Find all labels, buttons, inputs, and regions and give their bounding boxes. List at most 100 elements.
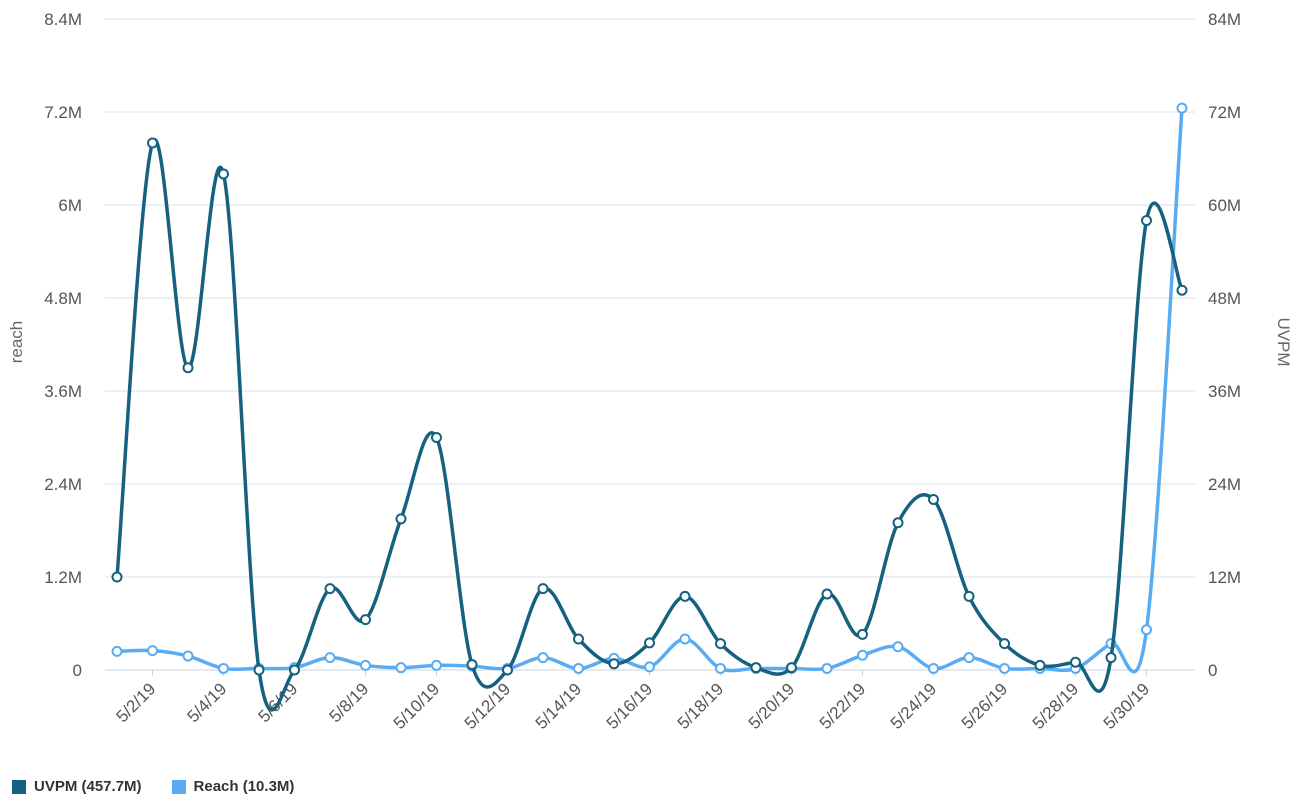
legend-item-reach[interactable]: Reach (10.3M) — [171, 778, 295, 795]
data-point-uvpm[interactable] — [431, 432, 442, 443]
data-point-uvpm[interactable] — [928, 494, 939, 505]
data-point-reach[interactable] — [1141, 624, 1152, 636]
data-point-uvpm[interactable] — [1034, 659, 1046, 671]
right-tick-label: 24M — [1208, 475, 1241, 494]
data-point-reach[interactable] — [963, 652, 975, 664]
data-point-uvpm[interactable] — [857, 628, 868, 640]
data-point-uvpm[interactable] — [1105, 652, 1117, 664]
data-point-reach[interactable] — [857, 649, 868, 661]
data-point-uvpm[interactable] — [466, 659, 478, 671]
data-point-uvpm[interactable] — [324, 583, 336, 595]
data-point-uvpm[interactable] — [1070, 656, 1081, 668]
right-tick-label: 0 — [1208, 661, 1217, 680]
x-tick-label: 5/8/19 — [325, 679, 372, 726]
data-point-uvpm[interactable] — [644, 637, 655, 649]
x-tick-label: 5/10/19 — [390, 679, 444, 733]
data-point-uvpm[interactable] — [395, 513, 407, 525]
data-point-uvpm[interactable] — [360, 614, 371, 626]
legend-swatch-reach — [171, 779, 186, 794]
left-axis-title: reach — [7, 321, 26, 364]
left-tick-label: 0 — [73, 661, 82, 680]
legend-label-uvpm: UVPM (457.7M) — [34, 778, 142, 795]
data-point-reach[interactable] — [999, 662, 1010, 674]
left-axis-ticks: 0 1.2M 2.4M 3.6M 4.8M 6M 7.2M 8.4M — [44, 10, 82, 680]
data-point-uvpm[interactable] — [182, 362, 194, 374]
data-point-reach[interactable] — [1176, 102, 1188, 114]
data-point-reach[interactable] — [182, 650, 194, 662]
data-point-uvpm[interactable] — [537, 583, 549, 595]
series-reach — [111, 102, 1188, 674]
data-point-uvpm[interactable] — [1141, 215, 1152, 226]
grid-lines — [105, 18, 1195, 671]
data-point-uvpm[interactable] — [715, 638, 726, 650]
data-point-uvpm[interactable] — [218, 168, 229, 180]
data-point-uvpm[interactable] — [289, 664, 300, 676]
left-tick-label: 4.8M — [44, 289, 82, 308]
data-point-uvpm[interactable] — [608, 658, 620, 670]
data-point-uvpm[interactable] — [750, 662, 762, 674]
x-tick-label: 5/20/19 — [745, 679, 799, 733]
legend-item-uvpm[interactable]: UVPM (457.7M) — [12, 778, 142, 795]
data-point-reach[interactable] — [715, 662, 726, 674]
right-tick-label: 72M — [1208, 103, 1241, 122]
data-point-reach[interactable] — [892, 641, 904, 653]
data-point-reach[interactable] — [431, 659, 442, 671]
data-point-reach[interactable] — [395, 662, 407, 674]
right-tick-label: 84M — [1208, 10, 1241, 29]
data-point-uvpm[interactable] — [253, 664, 265, 676]
data-point-reach[interactable] — [360, 659, 371, 671]
right-tick-label: 36M — [1208, 382, 1241, 401]
x-tick-label: 5/30/19 — [1100, 679, 1154, 733]
series-line-uvpm — [115, 138, 1184, 712]
legend: UVPM (457.7M) Reach (10.3M) — [12, 778, 294, 795]
x-tick-label: 5/18/19 — [674, 679, 728, 733]
right-tick-label: 12M — [1208, 568, 1241, 587]
right-axis-title: UVPM — [1274, 317, 1293, 366]
left-tick-label: 1.2M — [44, 568, 82, 587]
left-tick-label: 8.4M — [44, 10, 82, 29]
data-point-uvpm[interactable] — [821, 588, 833, 600]
series-layer — [111, 102, 1188, 712]
data-point-reach[interactable] — [928, 662, 939, 674]
data-point-reach[interactable] — [644, 661, 655, 673]
left-tick-label: 2.4M — [44, 475, 82, 494]
x-tick-label: 5/2/19 — [112, 679, 159, 726]
data-point-uvpm[interactable] — [963, 590, 975, 602]
data-point-reach[interactable] — [147, 645, 158, 657]
data-point-reach[interactable] — [324, 652, 336, 664]
data-point-uvpm[interactable] — [111, 571, 123, 583]
data-point-uvpm[interactable] — [573, 633, 584, 645]
right-axis-ticks: 0 12M 24M 36M 48M 60M 72M 84M — [1208, 10, 1241, 680]
legend-label-reach: Reach (10.3M) — [193, 778, 295, 795]
x-axis-ticks: 5/2/19 5/4/19 5/6/19 5/8/19 5/10/19 5/12/19 5/… — [112, 670, 1153, 733]
data-point-uvpm[interactable] — [1176, 284, 1188, 296]
data-point-reach[interactable] — [218, 662, 229, 674]
data-point-reach[interactable] — [821, 662, 833, 674]
series-line-reach — [116, 108, 1184, 674]
data-point-uvpm[interactable] — [892, 517, 904, 529]
left-tick-label: 7.2M — [44, 103, 82, 122]
x-tick-label: 5/16/19 — [603, 679, 657, 733]
x-tick-label: 5/28/19 — [1029, 679, 1083, 733]
data-point-reach[interactable] — [679, 633, 691, 645]
data-point-uvpm[interactable] — [502, 664, 513, 676]
data-point-reach[interactable] — [537, 652, 549, 664]
left-tick-label: 6M — [58, 196, 82, 215]
right-tick-label: 48M — [1208, 289, 1241, 308]
data-point-uvpm[interactable] — [999, 638, 1010, 650]
legend-swatch-uvpm — [12, 779, 26, 794]
data-point-uvpm[interactable] — [786, 662, 797, 674]
x-tick-label: 5/22/19 — [816, 679, 870, 733]
data-point-reach[interactable] — [111, 645, 123, 657]
x-tick-label: 5/14/19 — [532, 679, 586, 733]
data-point-uvpm[interactable] — [679, 590, 691, 602]
series-uvpm — [111, 137, 1188, 712]
left-tick-label: 3.6M — [44, 382, 82, 401]
right-tick-label: 60M — [1208, 196, 1241, 215]
x-tick-label: 5/4/19 — [183, 679, 230, 726]
data-point-uvpm[interactable] — [147, 137, 158, 149]
x-tick-label: 5/26/19 — [958, 679, 1012, 733]
x-tick-label: 5/24/19 — [887, 679, 941, 733]
data-point-reach[interactable] — [573, 662, 584, 674]
